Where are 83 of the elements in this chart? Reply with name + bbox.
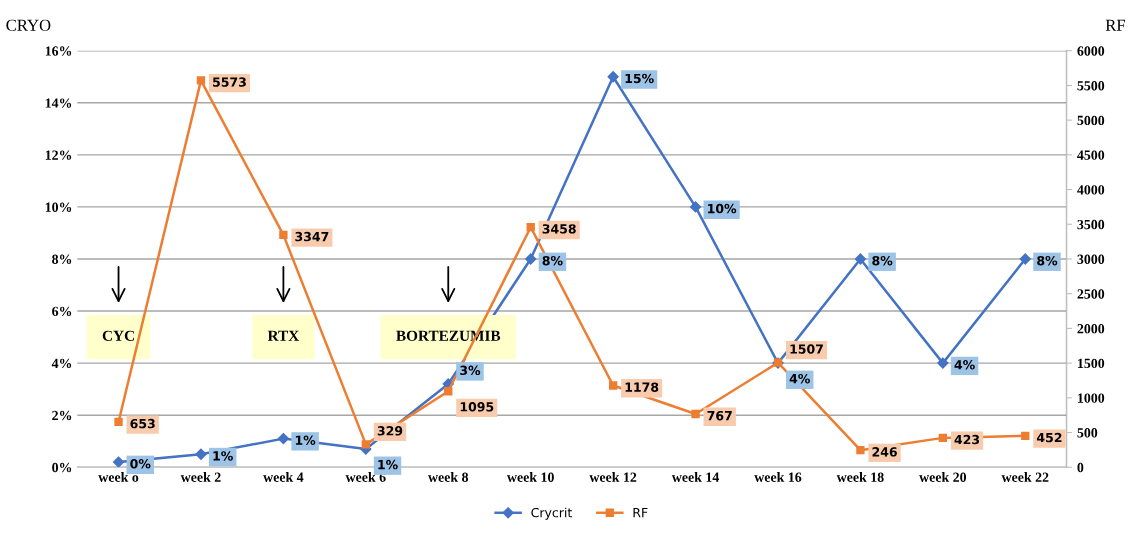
annotation: RTX	[267, 330, 300, 341]
y2-tick-label: 2000	[1077, 323, 1105, 334]
data-label: 1%	[213, 451, 233, 461]
x-tick-label: week 14	[671, 472, 720, 482]
data-label: 3%	[460, 365, 481, 376]
data-label: 5573	[213, 77, 246, 87]
x-tick-label: week o	[98, 472, 139, 482]
point	[114, 417, 123, 427]
x-tick-label: week 4	[263, 472, 304, 482]
data-label: 452	[1036, 432, 1062, 443]
data-label: 653	[130, 418, 155, 429]
y-tick-label: 0%	[52, 462, 72, 473]
data-label: 4%	[789, 373, 810, 384]
y-axis-title: CRYO	[6, 19, 51, 31]
y2-tick-label: 0	[1077, 462, 1084, 473]
point	[525, 253, 537, 265]
y-tick-label: 4%	[51, 358, 72, 369]
y2-tick-label: 2500	[1077, 289, 1105, 299]
x-tick-label: week 12	[589, 472, 637, 482]
data-label: 1%	[295, 435, 316, 446]
data-label: 15%	[625, 73, 654, 84]
point	[938, 433, 948, 443]
data-label: 3458	[542, 224, 576, 234]
point	[937, 357, 949, 369]
point	[112, 456, 125, 468]
y2-tick-label: 5500	[1077, 81, 1105, 91]
point	[1019, 253, 1031, 265]
x-tick-label: week 20	[919, 472, 967, 482]
point	[607, 71, 619, 83]
data-label: 329	[377, 426, 403, 436]
legend-label: Crycrit	[531, 507, 572, 520]
y-tick-label: 2%	[52, 410, 72, 421]
point	[854, 253, 867, 265]
point	[689, 201, 702, 213]
point	[277, 433, 290, 445]
y-tick-label: 10%	[45, 202, 72, 212]
y-tick-label: 14%	[45, 98, 72, 108]
point	[195, 448, 207, 460]
y2-tick-label: 5000	[1077, 115, 1105, 126]
x-tick-label: week 16	[754, 472, 802, 482]
y2-tick-label: 4000	[1077, 185, 1105, 195]
data-label: 1%	[378, 459, 398, 470]
data-label: 8%	[1037, 255, 1058, 266]
data-label: 8%	[872, 255, 893, 266]
y2-tick-label: 1000	[1078, 393, 1105, 403]
y2-tick-label: 3000	[1077, 254, 1105, 264]
x-tick-label: week 8	[428, 472, 469, 482]
y-tick-label: 6%	[52, 306, 72, 317]
y2-tick-label: 1500	[1078, 358, 1105, 369]
point	[526, 223, 535, 232]
y2-tick-label: 3500	[1077, 219, 1105, 230]
point	[361, 440, 370, 449]
point	[856, 446, 865, 455]
y2-tick-label: 500	[1077, 428, 1098, 438]
data-label: 1095	[460, 402, 494, 412]
data-label: 423	[954, 434, 980, 445]
x-tick-label: week 10	[507, 472, 554, 482]
data-label: 4%	[954, 360, 975, 370]
point	[279, 230, 288, 240]
data-label: 1178	[625, 382, 659, 392]
annotation: CYC	[102, 330, 134, 341]
y2-tick-label: 6000	[1077, 46, 1105, 56]
data-label: 1507	[790, 344, 823, 354]
data-label: 10%	[708, 203, 737, 214]
x-tick-label: week 18	[836, 472, 884, 482]
point	[444, 387, 453, 396]
data-label: 8%	[542, 255, 563, 266]
point	[1021, 431, 1030, 441]
data-label: 767	[707, 410, 732, 421]
x-tick-label: week 2	[180, 472, 221, 482]
point	[196, 76, 206, 85]
data-label: 246	[872, 447, 897, 457]
y-tick-label: 8%	[52, 254, 72, 264]
y2-tick-label: 4500	[1077, 150, 1105, 160]
y-tick-label: 16%	[45, 46, 72, 56]
point	[691, 409, 700, 419]
legend-label: RF	[633, 508, 648, 518]
y2-axis-title: RF	[1105, 19, 1126, 31]
data-label: 3347	[295, 231, 329, 242]
data-label: 0%	[130, 458, 151, 469]
y-tick-label: 12%	[45, 150, 72, 160]
point	[608, 381, 618, 390]
x-tick-label: week 22	[1001, 472, 1049, 482]
